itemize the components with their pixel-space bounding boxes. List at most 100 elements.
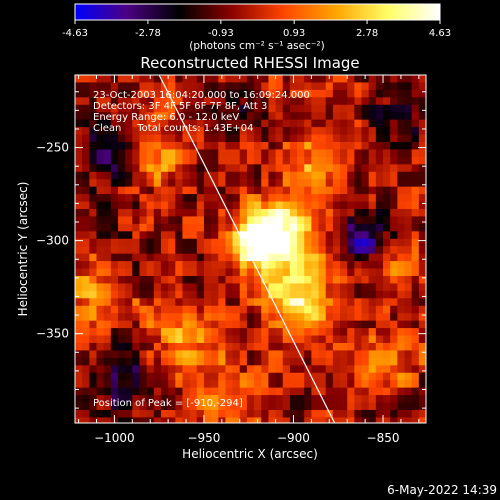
heatmap-cell <box>261 156 269 165</box>
heatmap-cell <box>75 253 83 262</box>
heatmap-cell <box>318 417 327 423</box>
heatmap-cell <box>289 97 298 106</box>
heatmap-cell <box>418 194 426 203</box>
heatmap-cell <box>196 365 205 374</box>
heatmap-cell <box>89 208 98 218</box>
heatmap-cell <box>110 380 119 389</box>
heatmap-cell <box>196 246 205 255</box>
heatmap-cell <box>117 89 126 98</box>
heatmap-cell <box>146 164 155 173</box>
heatmap-cell <box>196 417 205 423</box>
heatmap-cell <box>411 201 420 210</box>
heatmap-cell <box>361 246 370 255</box>
heatmap-cell <box>304 372 312 381</box>
heatmap-cell <box>96 320 105 329</box>
heatmap-cell <box>418 298 426 307</box>
heatmap-cell <box>254 141 262 151</box>
heatmap-cell <box>261 268 269 277</box>
heatmap-cell <box>254 290 262 299</box>
heatmap-cell <box>232 75 241 84</box>
heatmap-cell <box>232 97 241 106</box>
heatmap-cell <box>153 395 162 404</box>
heatmap-cell <box>125 97 133 106</box>
heatmap-cell <box>168 357 176 366</box>
heatmap-cell <box>139 409 148 419</box>
heatmap-cell <box>418 134 426 143</box>
heatmap-cell <box>139 208 148 218</box>
heatmap-cell <box>347 365 355 374</box>
heatmap-cell <box>268 380 277 389</box>
heatmap-cell <box>297 216 305 225</box>
heatmap-cell <box>103 112 112 121</box>
heatmap-cell <box>218 186 227 195</box>
heatmap-cell <box>182 395 191 404</box>
heatmap-cell <box>418 335 426 344</box>
heatmap-cell <box>368 223 377 232</box>
heatmap-cell <box>196 290 205 299</box>
heatmap-cell <box>347 275 355 285</box>
heatmap-cell <box>175 134 184 143</box>
heatmap-cell <box>397 223 406 232</box>
heatmap-cell <box>282 313 291 322</box>
heatmap-cell <box>75 372 83 381</box>
heatmap-cell <box>347 149 355 158</box>
heatmap-cell <box>89 402 98 411</box>
heatmap-cell <box>418 268 426 277</box>
heatmap-cell <box>75 104 83 113</box>
heatmap-cell <box>75 283 83 292</box>
heatmap-cell <box>404 89 413 98</box>
heatmap-cell <box>153 201 162 210</box>
heatmap-cell <box>275 387 284 396</box>
heatmap-cell <box>254 350 262 359</box>
heatmap-cell <box>89 223 98 232</box>
heatmap-cell <box>103 365 112 374</box>
heatmap-cell <box>218 149 227 158</box>
heatmap-cell <box>282 380 291 389</box>
heatmap-cell <box>189 283 198 292</box>
heatmap-cell <box>361 223 370 232</box>
heatmap-cell <box>354 365 363 374</box>
heatmap-cell <box>397 261 406 270</box>
heatmap-cell <box>354 149 363 158</box>
heatmap-cell <box>239 298 248 307</box>
heatmap-cell <box>189 402 198 411</box>
heatmap-cell <box>203 313 212 322</box>
heatmap-cell <box>196 313 205 322</box>
heatmap-cell <box>203 275 212 285</box>
heatmap-cell <box>268 134 277 143</box>
heatmap-cell <box>175 223 184 232</box>
heatmap-cell <box>196 275 205 285</box>
heatmap-cell <box>168 313 176 322</box>
heatmap-cell <box>110 97 119 106</box>
heatmap-cell <box>132 328 141 337</box>
heatmap-cell <box>168 328 176 337</box>
heatmap-cell <box>160 104 169 113</box>
heatmap-cell <box>146 357 155 366</box>
heatmap-cell <box>340 268 348 277</box>
heatmap-cell <box>110 231 119 240</box>
heatmap-cell <box>318 238 327 247</box>
heatmap-cell <box>153 127 162 136</box>
heatmap-cell <box>411 97 420 106</box>
heatmap-cell <box>383 305 391 314</box>
heatmap-cell <box>354 246 363 255</box>
heatmap-cell <box>189 104 198 113</box>
heatmap-cell <box>311 119 320 128</box>
heatmap-cell <box>418 253 426 262</box>
heatmap-cell <box>153 216 162 225</box>
heatmap-cell <box>254 201 262 210</box>
heatmap-cell <box>289 387 298 396</box>
heatmap-cell <box>397 112 406 121</box>
heatmap-cell <box>340 335 348 344</box>
heatmap-cell <box>254 261 262 270</box>
heatmap-cell <box>218 328 227 337</box>
heatmap-cell <box>418 275 426 285</box>
heatmap-cell <box>325 104 334 113</box>
heatmap-cell <box>411 261 420 270</box>
heatmap-cell <box>232 409 241 419</box>
heatmap-cell <box>397 179 406 188</box>
heatmap-cell <box>211 82 219 91</box>
heatmap-cell <box>340 365 348 374</box>
heatmap-cell <box>268 268 277 277</box>
heatmap-cell <box>325 97 334 106</box>
